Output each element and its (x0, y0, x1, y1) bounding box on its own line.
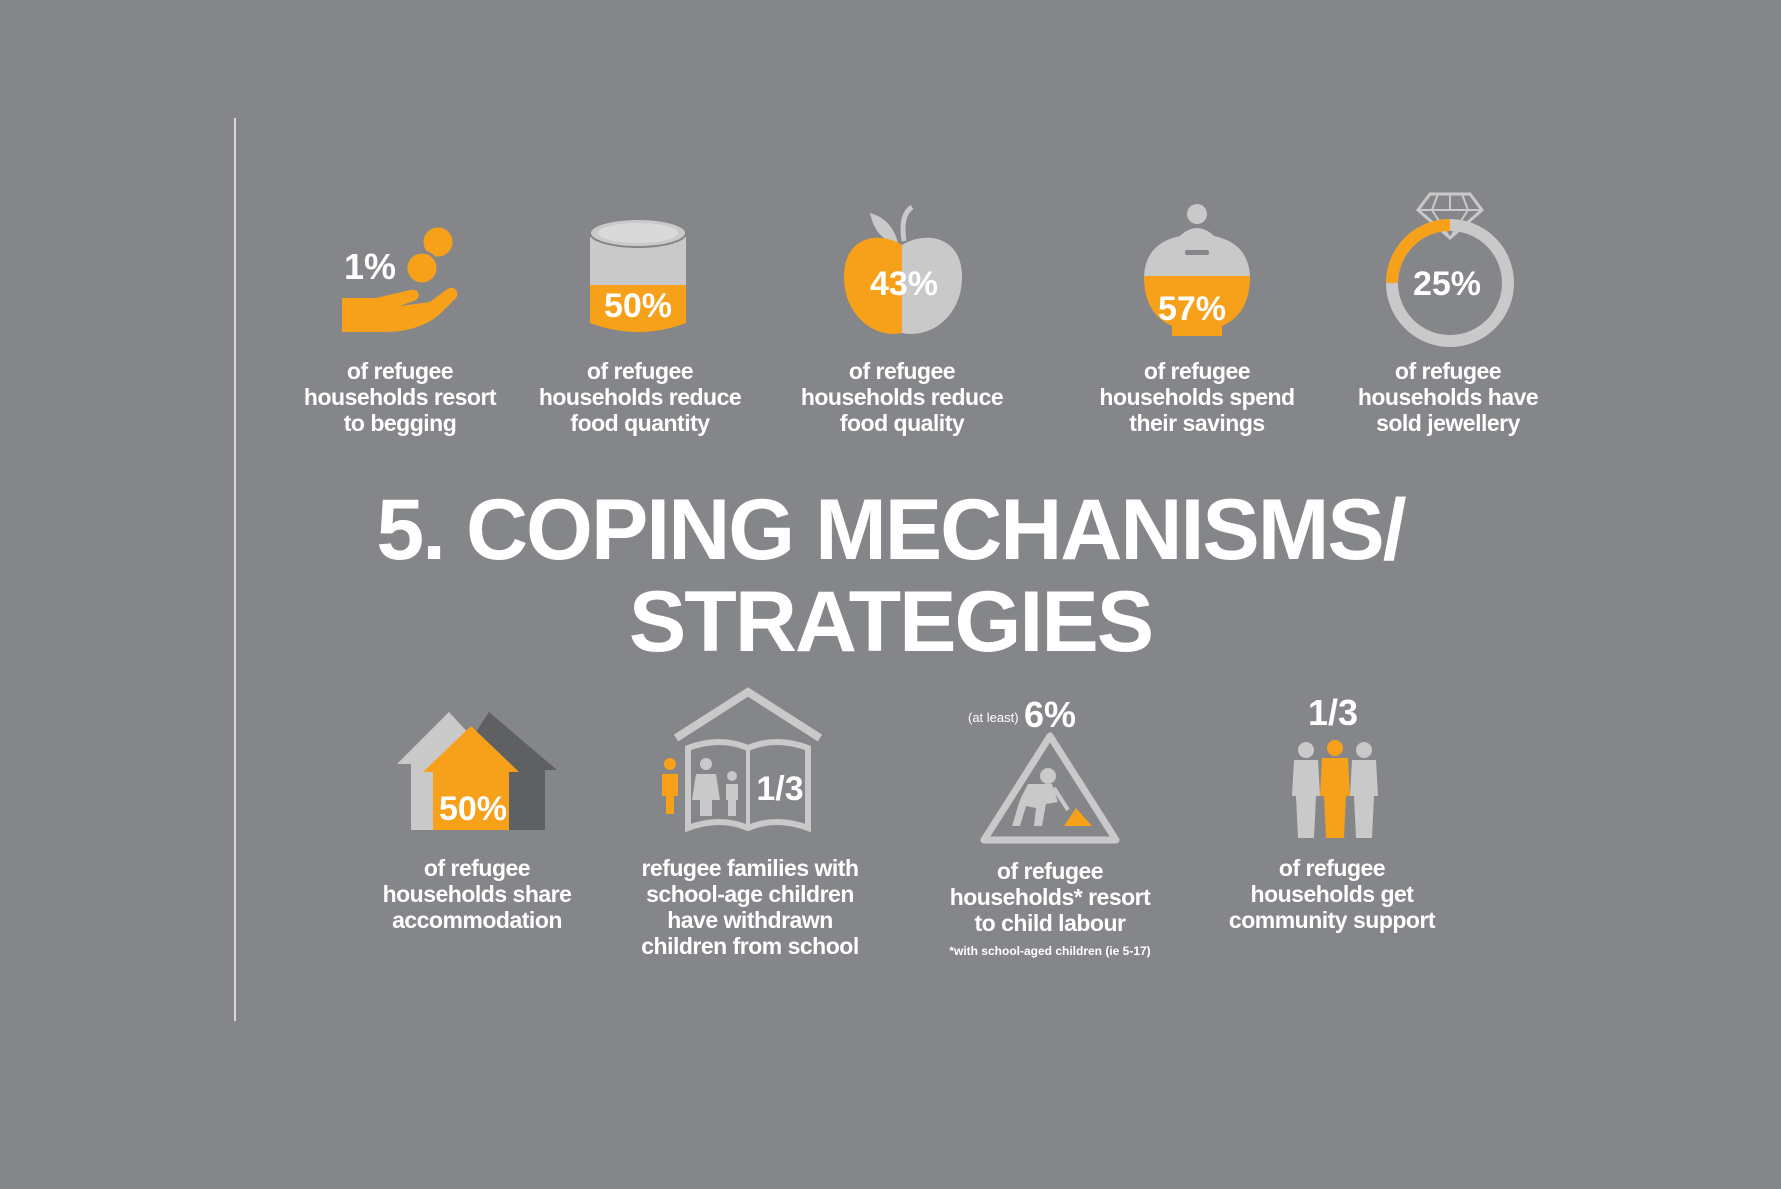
stat-value: 50% (604, 287, 672, 325)
stat-caption: refugee families with school-age childre… (641, 855, 859, 959)
stat-jewellery: 25% (1380, 180, 1520, 350)
stat-caption: of refugee households resort to begging (303, 358, 497, 436)
stat-savings: 57% (1138, 202, 1256, 352)
stat-value: 6% (1024, 694, 1077, 735)
stat-food-quantity: 50% (588, 215, 688, 340)
page-title: 5. COPING MECHANISMS/ STRATEGIES (376, 482, 1406, 670)
stat-value: 1% (344, 246, 397, 287)
child-labour-warning-icon (980, 732, 1120, 844)
stat-caption: of refugee households reduce food quanti… (538, 358, 742, 436)
stat-shared-accommodation: 50% (395, 712, 557, 832)
food-can-icon: 50% (589, 218, 687, 332)
stat-begging: 1% (330, 220, 470, 340)
apple-icon: 43% (844, 204, 962, 334)
school-book-family-icon: 1/3 (662, 687, 823, 833)
stat-child-labour (980, 730, 1120, 845)
stat-caption: of refugee households* resort to child l… (949, 858, 1151, 936)
shared-houses-icon: 50% (397, 712, 557, 830)
stat-value: 43% (870, 265, 938, 303)
diamond-ring-icon: 25% (1386, 192, 1514, 347)
hand-coins-icon (342, 224, 458, 332)
stat-value: 1/3 (1308, 692, 1359, 733)
stat-caption: of refugee households share accommodatio… (382, 855, 572, 933)
stat-value: 57% (1158, 290, 1226, 328)
stat-school-withdrawal: 1/3 (648, 687, 828, 838)
footnote: *with school-aged children (ie 5-17) (949, 944, 1151, 958)
stat-value: 25% (1413, 265, 1481, 303)
stat-caption: of refugee households spend their saving… (1099, 358, 1295, 436)
vertical-divider (234, 118, 236, 1021)
community-people-icon (1292, 740, 1378, 838)
piggy-bank-pot-icon: 57% (1144, 204, 1250, 336)
stat-caption: of refugee households have sold jeweller… (1357, 358, 1539, 436)
stat-community-support (1290, 740, 1380, 840)
stat-caption: of refugee households get community supp… (1228, 855, 1436, 933)
stat-food-quality: 43% (840, 204, 965, 340)
stat-prefix: (at least) (968, 710, 1019, 725)
stat-value: 50% (439, 790, 507, 828)
stat-value: 1/3 (756, 770, 803, 808)
stat-caption: of refugee households reduce food qualit… (800, 358, 1004, 436)
